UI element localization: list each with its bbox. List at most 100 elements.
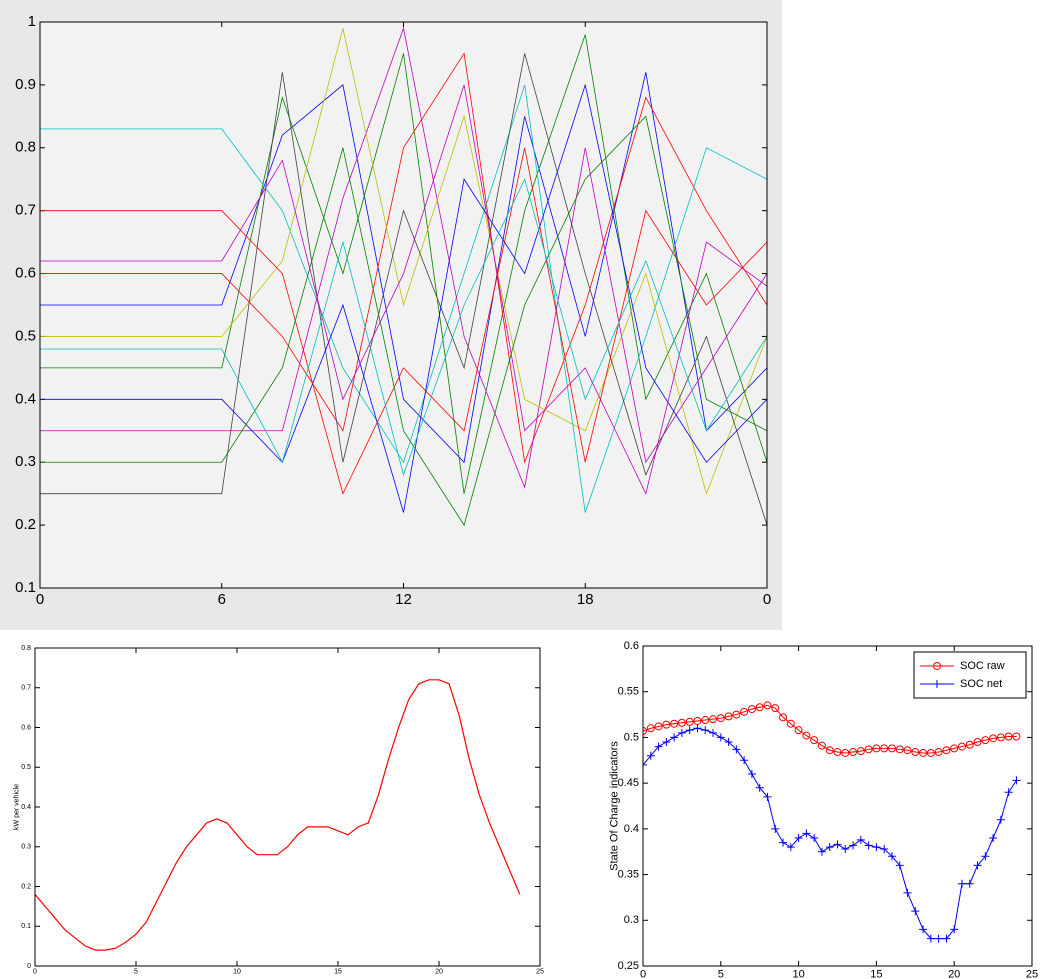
marker	[934, 934, 943, 943]
x-tick-label: 0	[33, 968, 37, 975]
marker	[996, 815, 1005, 824]
x-tick-label: 0	[640, 969, 646, 979]
marker	[802, 731, 811, 740]
marker	[887, 744, 896, 753]
marker	[693, 724, 702, 733]
marker	[810, 736, 819, 745]
y-axis-label: State Of Charge indicators	[608, 741, 620, 871]
marker	[701, 726, 710, 735]
marker	[872, 843, 881, 852]
series-group	[643, 701, 1021, 943]
marker	[849, 748, 858, 757]
marker	[950, 744, 959, 753]
marker	[701, 716, 710, 725]
x-tick-label: 5	[134, 968, 138, 975]
x-tick-label: 15	[870, 969, 882, 979]
y-tick-label: 0.1	[15, 579, 36, 596]
y-tick-label: 1	[28, 13, 36, 30]
marker	[709, 728, 718, 737]
marker	[779, 838, 788, 847]
marker	[755, 783, 764, 792]
marker	[646, 724, 655, 733]
marker	[709, 715, 718, 724]
axes-box	[642, 645, 1033, 967]
series-line	[40, 115, 767, 527]
x-tick-label: 12	[395, 591, 412, 608]
marker	[919, 925, 928, 934]
marker	[833, 748, 842, 757]
marker	[911, 748, 920, 757]
marker	[670, 733, 679, 742]
y-tick-label: 0	[27, 963, 31, 970]
marker	[662, 720, 671, 729]
series-line	[40, 178, 767, 477]
marker	[981, 852, 990, 861]
marker	[965, 879, 974, 888]
marker	[1004, 732, 1013, 741]
marker	[716, 733, 725, 742]
x-tick-label: 0	[36, 591, 44, 608]
marker	[856, 747, 865, 756]
marker	[786, 719, 795, 728]
legend-marker	[933, 680, 941, 688]
marker	[677, 728, 686, 737]
marker	[833, 840, 842, 849]
y-tick-label: 0.7	[15, 202, 36, 219]
series-line	[40, 84, 767, 495]
x-tick-label: 0	[763, 591, 771, 608]
marker	[771, 704, 780, 713]
y-tick-label: 0.3	[624, 914, 639, 926]
marker	[794, 726, 803, 735]
marker	[670, 719, 679, 728]
marker	[887, 852, 896, 861]
x-tick-label: 18	[577, 591, 594, 608]
x-tick-label: 20	[435, 968, 443, 975]
marker	[957, 742, 966, 751]
marker	[763, 792, 772, 801]
x-tick-label: 15	[334, 968, 342, 975]
marker	[957, 879, 966, 888]
y-tick-label: 0.5	[624, 731, 639, 743]
marker	[903, 746, 912, 755]
legend-label: SOC net	[960, 678, 1002, 690]
marker	[685, 717, 694, 726]
y-tick-label: 0.4	[15, 390, 36, 407]
marker	[919, 748, 928, 757]
series-line	[40, 72, 767, 464]
y-tick-label: 0.7	[21, 685, 31, 692]
marker	[981, 736, 990, 745]
y-tick-label: 0.25	[618, 960, 639, 972]
y-tick-label: 0.45	[618, 777, 639, 789]
y-tick-label: 0.2	[15, 516, 36, 533]
marker	[643, 727, 647, 736]
marker	[895, 861, 904, 870]
series-group	[35, 679, 521, 951]
series-line	[40, 84, 767, 513]
marker	[841, 844, 850, 853]
marker	[646, 751, 655, 760]
marker	[786, 843, 795, 852]
marker	[942, 934, 951, 943]
marker	[825, 746, 834, 755]
marker	[895, 745, 904, 754]
series-group	[40, 26, 767, 527]
y-tick-label: 0.8	[21, 645, 31, 652]
y-tick-label: 0.9	[15, 76, 36, 93]
marker	[643, 760, 647, 769]
marker	[755, 703, 764, 712]
y-tick-label: 0.6	[21, 724, 31, 731]
plot-area	[643, 646, 1032, 966]
marker	[779, 713, 788, 722]
marker	[950, 925, 959, 934]
marker	[973, 738, 982, 746]
y-tick-label: 0.5	[21, 764, 31, 771]
y-tick-label: 0.8	[15, 139, 36, 156]
marker	[654, 742, 663, 751]
series-line	[643, 704, 1017, 754]
marker	[771, 824, 780, 833]
y-tick-label: 0.35	[618, 868, 639, 880]
y-tick-label: 0.5	[15, 327, 36, 344]
x-tick-label: 25	[536, 968, 544, 975]
series-line	[40, 83, 767, 513]
